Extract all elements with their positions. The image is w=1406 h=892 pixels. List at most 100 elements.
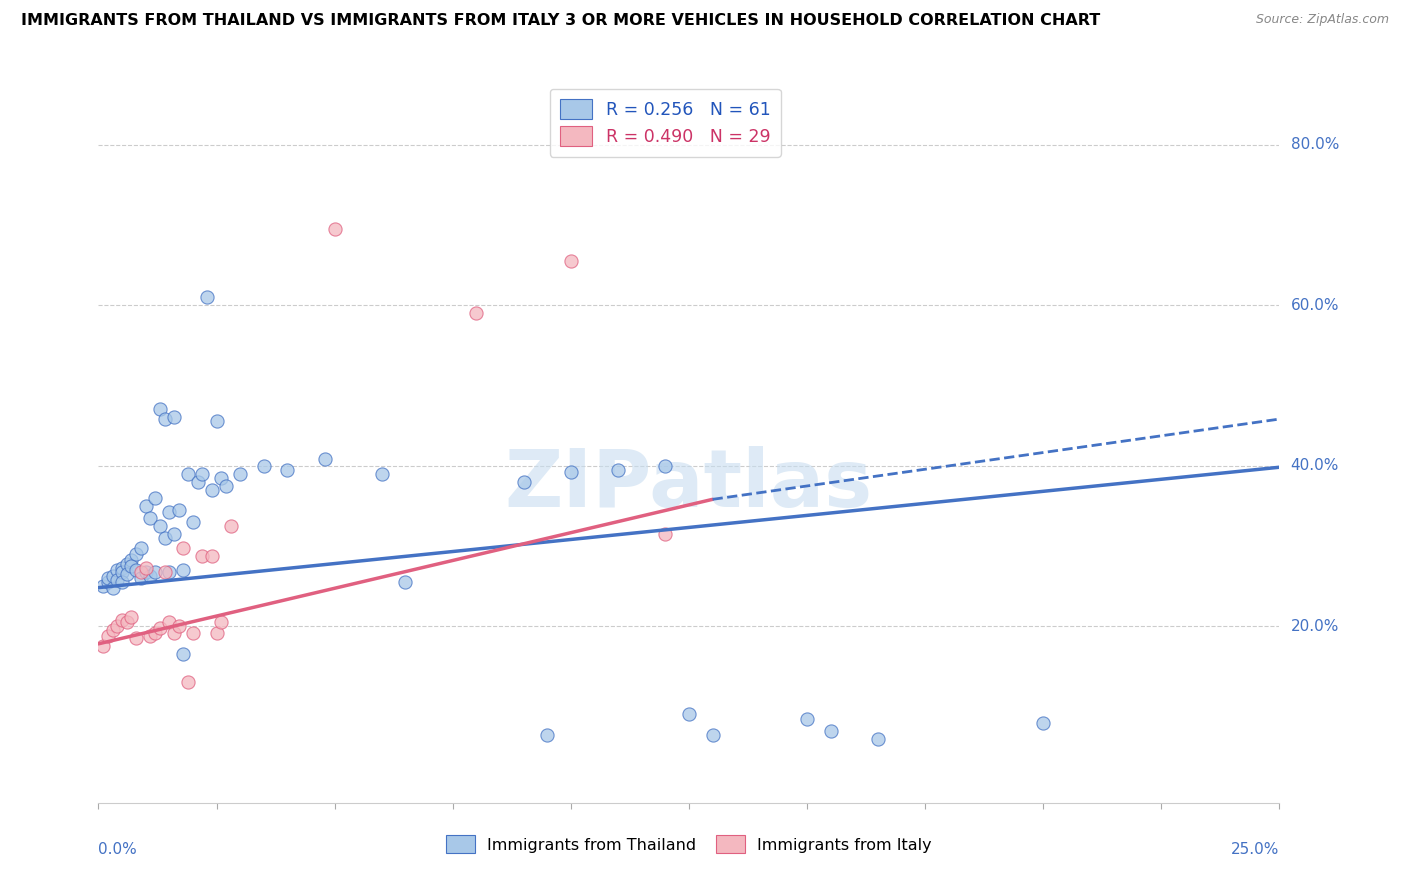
Point bbox=[105, 563, 128, 577]
Point bbox=[314, 452, 336, 467]
Point bbox=[167, 619, 190, 633]
Point bbox=[1032, 715, 1054, 730]
Point bbox=[205, 414, 228, 428]
Point bbox=[157, 565, 180, 579]
Point bbox=[820, 723, 842, 738]
Point bbox=[153, 412, 176, 426]
Point bbox=[866, 731, 889, 746]
Point bbox=[167, 502, 190, 516]
Point bbox=[149, 621, 172, 635]
Point bbox=[91, 639, 114, 653]
Point bbox=[121, 553, 143, 567]
Point bbox=[215, 478, 238, 492]
Point bbox=[465, 306, 488, 320]
Point bbox=[607, 462, 630, 476]
Point bbox=[702, 728, 724, 742]
Point bbox=[143, 625, 166, 640]
Point bbox=[157, 615, 180, 630]
Text: 20.0%: 20.0% bbox=[1291, 619, 1339, 633]
Point bbox=[149, 402, 172, 417]
Point bbox=[139, 629, 162, 643]
Point bbox=[209, 615, 232, 630]
Point bbox=[276, 462, 298, 476]
Point bbox=[536, 728, 558, 742]
Point bbox=[129, 541, 152, 555]
Point bbox=[115, 567, 138, 582]
Point bbox=[191, 467, 214, 481]
Point bbox=[97, 629, 120, 643]
Point bbox=[153, 565, 176, 579]
Point bbox=[209, 470, 232, 484]
Point bbox=[115, 557, 138, 571]
Point bbox=[229, 467, 252, 481]
Point bbox=[219, 518, 242, 533]
Point bbox=[111, 565, 134, 579]
Point bbox=[139, 510, 162, 524]
Point bbox=[135, 561, 157, 575]
Point bbox=[253, 458, 276, 473]
Point bbox=[153, 531, 176, 545]
Legend: Immigrants from Thailand, Immigrants from Italy: Immigrants from Thailand, Immigrants fro… bbox=[440, 829, 938, 860]
Point bbox=[654, 526, 676, 541]
Point bbox=[111, 574, 134, 589]
Point bbox=[172, 541, 194, 555]
Point bbox=[101, 581, 124, 595]
Text: 80.0%: 80.0% bbox=[1291, 137, 1339, 152]
Point bbox=[560, 465, 582, 479]
Point bbox=[654, 458, 676, 473]
Point bbox=[205, 625, 228, 640]
Text: 60.0%: 60.0% bbox=[1291, 298, 1339, 312]
Point bbox=[135, 565, 157, 579]
Point bbox=[121, 609, 143, 624]
Point bbox=[177, 467, 200, 481]
Point bbox=[172, 648, 194, 662]
Point bbox=[201, 549, 224, 563]
Point bbox=[105, 619, 128, 633]
Point bbox=[172, 563, 194, 577]
Point bbox=[512, 475, 534, 489]
Point bbox=[129, 571, 152, 585]
Text: ZIPatlas: ZIPatlas bbox=[505, 446, 873, 524]
Point bbox=[97, 574, 120, 589]
Point bbox=[371, 467, 394, 481]
Point bbox=[125, 632, 148, 646]
Text: 40.0%: 40.0% bbox=[1291, 458, 1339, 473]
Point bbox=[181, 515, 204, 529]
Point bbox=[125, 563, 148, 577]
Text: IMMIGRANTS FROM THAILAND VS IMMIGRANTS FROM ITALY 3 OR MORE VEHICLES IN HOUSEHOL: IMMIGRANTS FROM THAILAND VS IMMIGRANTS F… bbox=[21, 13, 1101, 29]
Point bbox=[129, 565, 152, 579]
Point bbox=[143, 491, 166, 505]
Point bbox=[111, 613, 134, 627]
Point bbox=[163, 526, 186, 541]
Text: 25.0%: 25.0% bbox=[1232, 842, 1279, 856]
Point bbox=[91, 579, 114, 593]
Point bbox=[163, 625, 186, 640]
Text: Source: ZipAtlas.com: Source: ZipAtlas.com bbox=[1256, 13, 1389, 27]
Point bbox=[796, 712, 818, 726]
Point bbox=[149, 518, 172, 533]
Point bbox=[105, 573, 128, 587]
Point bbox=[101, 569, 124, 583]
Point bbox=[191, 549, 214, 563]
Point bbox=[97, 571, 120, 585]
Point bbox=[187, 475, 209, 489]
Point bbox=[157, 505, 180, 519]
Text: 0.0%: 0.0% bbox=[98, 842, 138, 856]
Point bbox=[560, 253, 582, 268]
Point bbox=[201, 483, 224, 497]
Point bbox=[115, 615, 138, 630]
Point bbox=[323, 221, 346, 235]
Point bbox=[163, 410, 186, 425]
Point bbox=[111, 561, 134, 575]
Point bbox=[394, 574, 416, 589]
Point bbox=[678, 707, 700, 722]
Point bbox=[125, 547, 148, 561]
Point bbox=[139, 569, 162, 583]
Point bbox=[195, 290, 218, 304]
Point bbox=[121, 558, 143, 573]
Point bbox=[181, 625, 204, 640]
Point bbox=[143, 565, 166, 579]
Point bbox=[101, 623, 124, 637]
Point bbox=[135, 499, 157, 513]
Point bbox=[177, 675, 200, 690]
